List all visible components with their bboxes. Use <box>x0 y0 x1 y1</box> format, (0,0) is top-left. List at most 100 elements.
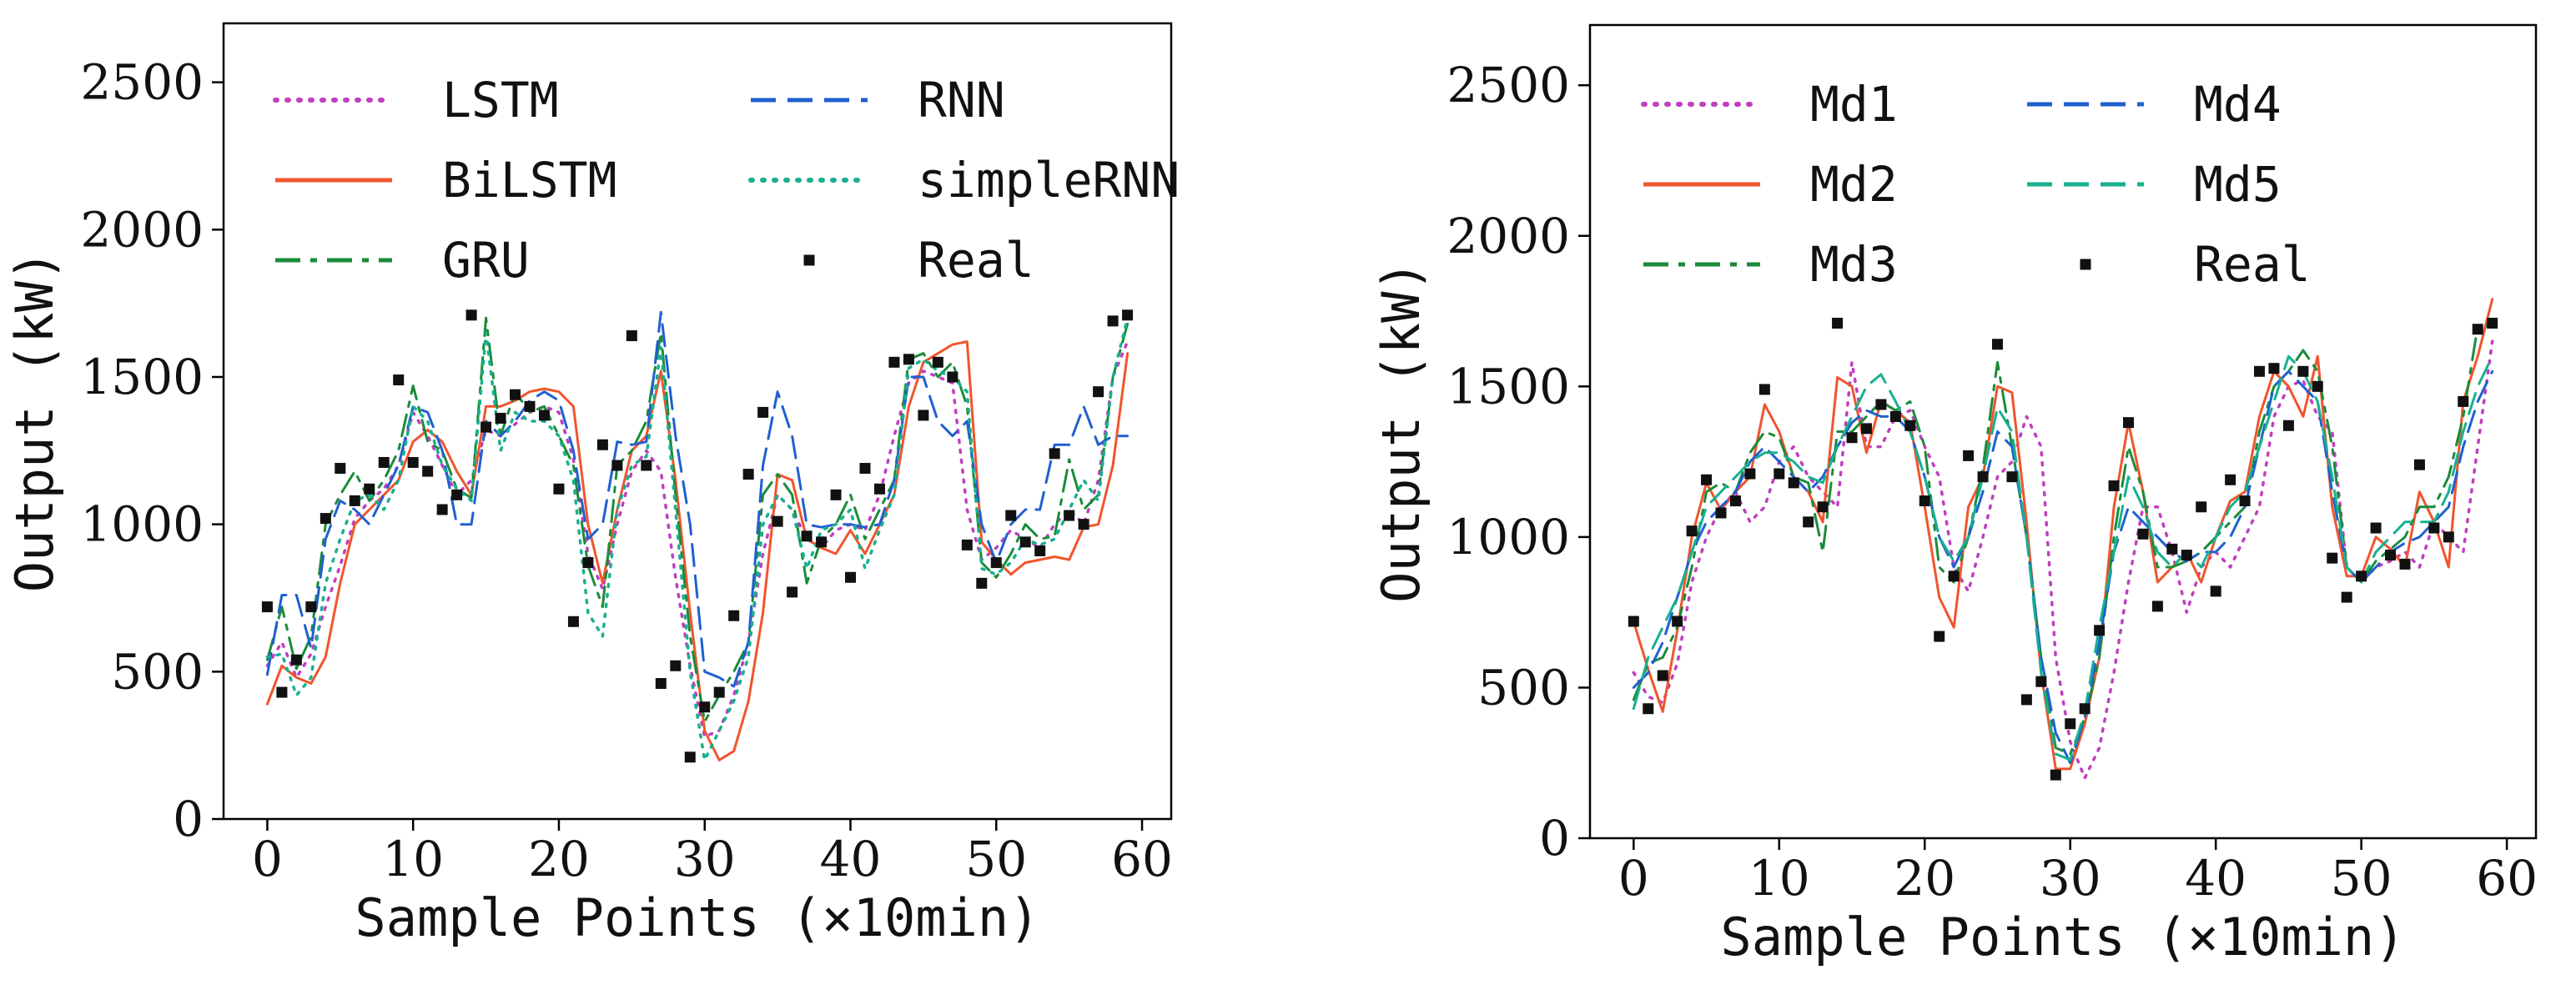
x-tick-label: 40 <box>820 831 882 887</box>
real-data-point <box>567 616 579 627</box>
real-data-point <box>2443 531 2454 543</box>
real-data-point <box>976 577 988 589</box>
real-data-point <box>2108 480 2120 491</box>
y-tick-label: 1500 <box>80 349 204 405</box>
real-data-point <box>538 410 550 421</box>
real-data-point <box>1934 631 1945 642</box>
real-data-point <box>2254 365 2266 377</box>
real-data-point <box>2166 543 2178 555</box>
real-data-point <box>436 504 448 515</box>
real-data-point <box>480 421 492 433</box>
real-data-point <box>1744 468 1756 480</box>
real-data-point <box>2428 522 2440 534</box>
real-data-point <box>407 456 419 468</box>
real-data-point <box>816 536 828 548</box>
real-data-point <box>932 356 943 368</box>
x-axis-label: Sample Points (×10min) <box>1720 907 2405 967</box>
y-tick-label: 500 <box>111 643 204 700</box>
real-data-point <box>1788 477 1799 489</box>
chart-right-panel: 0 10 20 30 40 50 60 0 500 1000 1500 2000 2500 Sample … <box>1371 23 2538 967</box>
legend-label: Md3 <box>1810 236 1898 293</box>
legend-label: simpleRNN <box>918 152 1180 209</box>
real-data-point <box>1889 410 1901 422</box>
chart-left-panel: 0 10 20 30 40 50 60 0 500 1000 1500 2000 2500 Sample … <box>4 22 1180 948</box>
real-data-point <box>319 513 331 525</box>
x-tick-label: 60 <box>1111 831 1173 887</box>
real-data-point <box>2210 585 2221 597</box>
real-data-point <box>2123 417 2135 429</box>
real-data-point <box>305 601 317 613</box>
real-data-point <box>1846 432 1858 444</box>
real-data-point <box>2487 318 2498 329</box>
real-data-point <box>990 557 1002 569</box>
real-data-point <box>510 389 521 400</box>
real-data-point <box>393 374 405 386</box>
real-data-point <box>728 610 740 621</box>
real-data-point <box>859 463 871 475</box>
series-line-md5 <box>1632 354 2494 761</box>
real-data-point <box>1064 510 1075 521</box>
real-data-point <box>1803 516 1814 528</box>
y-tick-label: 2500 <box>1446 57 1570 113</box>
legend-label: RNN <box>918 72 1005 128</box>
real-data-point <box>2356 570 2367 582</box>
real-data-point <box>1948 570 1960 582</box>
real-data-point <box>2006 471 2018 483</box>
real-data-point <box>2413 459 2425 470</box>
real-data-point <box>2196 501 2207 513</box>
legend-label: Md5 <box>2194 156 2282 213</box>
real-data-point <box>2225 474 2236 485</box>
legend-label: Md1 <box>1810 76 1898 133</box>
real-data-point <box>1005 510 1017 521</box>
y-tick-label: 2000 <box>80 201 204 258</box>
real-data-point <box>2385 550 2397 561</box>
real-data-point <box>2239 495 2251 507</box>
real-data-point <box>451 489 463 500</box>
real-data-point <box>1701 474 1713 485</box>
legend-label: BiLSTM <box>442 152 617 209</box>
x-axis-label: Sample Points (×10min) <box>355 887 1039 948</box>
y-tick-label: 500 <box>1477 659 1570 716</box>
y-tick-label: 1000 <box>1446 509 1570 565</box>
real-data-point <box>553 483 565 495</box>
y-tick-label: 2500 <box>80 54 204 111</box>
real-data-point <box>1107 315 1119 327</box>
real-data-point <box>1919 495 1930 507</box>
real-data-point <box>713 686 725 698</box>
real-data-point <box>1991 339 2003 350</box>
real-data-point <box>787 586 798 598</box>
real-data-point <box>611 460 623 471</box>
real-data-point <box>378 456 390 468</box>
real-data-point <box>2035 676 2047 687</box>
real-data-point <box>524 400 536 412</box>
real-data-point <box>845 571 857 583</box>
legend-label: LSTM <box>442 72 559 128</box>
real-data-point <box>1093 386 1104 398</box>
x-tick-label: 20 <box>528 831 590 887</box>
x-tick-label: 30 <box>674 831 736 887</box>
real-data-point <box>742 469 754 480</box>
real-data-point <box>2399 558 2411 570</box>
real-data-point <box>1904 420 1916 431</box>
real-data-point <box>2079 703 2090 715</box>
real-data-point <box>2181 550 2192 561</box>
real-data-point <box>2020 694 2032 706</box>
legend-label: GRU <box>442 232 530 289</box>
legend-marker-real <box>2080 259 2091 270</box>
real-data-point <box>2137 528 2149 540</box>
real-data-point <box>261 601 273 613</box>
real-data-point <box>1817 501 1829 513</box>
real-data-point <box>903 354 914 365</box>
real-data-point <box>1628 616 1639 627</box>
legend-label: Real <box>918 232 1034 289</box>
real-data-point <box>1729 495 1741 507</box>
real-data-point <box>626 330 637 342</box>
real-data-point <box>2297 365 2309 377</box>
real-data-point <box>772 515 783 527</box>
x-tick-label: 20 <box>1894 850 1955 907</box>
legend-label: Md2 <box>1810 156 1898 213</box>
legend-marker-real <box>803 254 815 266</box>
real-data-point <box>1122 309 1134 321</box>
